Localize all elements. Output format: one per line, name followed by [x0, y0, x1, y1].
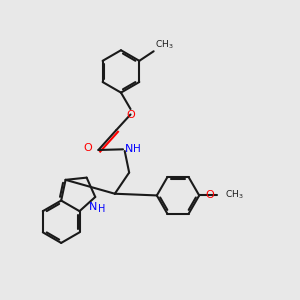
Text: O: O — [205, 190, 214, 200]
Text: O: O — [83, 143, 92, 153]
Text: H: H — [98, 205, 106, 214]
Text: N: N — [89, 202, 98, 212]
Text: CH$_3$: CH$_3$ — [225, 188, 244, 201]
Text: N: N — [124, 144, 133, 154]
Text: O: O — [126, 110, 135, 120]
Text: H: H — [133, 144, 140, 154]
Text: CH$_3$: CH$_3$ — [155, 38, 174, 51]
